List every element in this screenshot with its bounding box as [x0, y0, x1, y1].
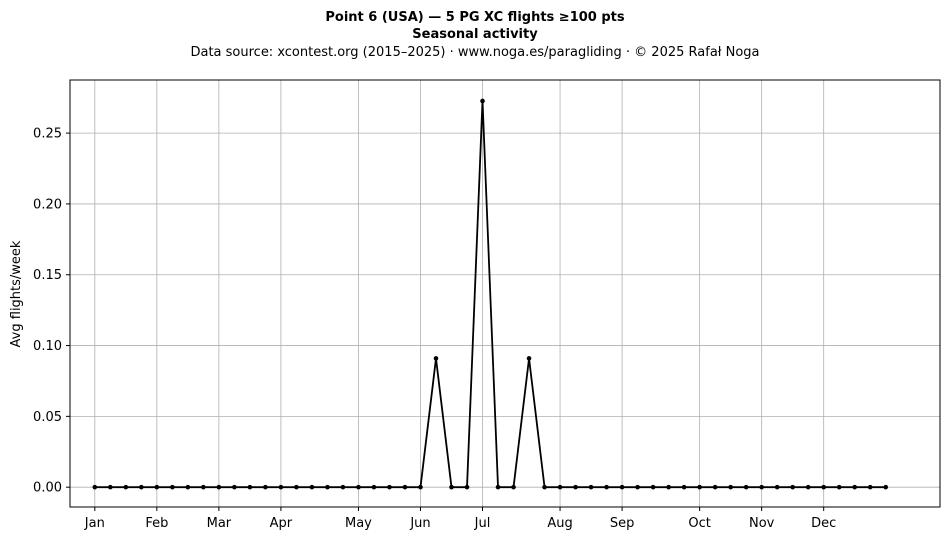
x-tick-label: Jul [474, 516, 491, 531]
x-tick-label: Jan [84, 516, 105, 531]
x-tick-label: Jun [409, 516, 430, 531]
data-point [681, 484, 687, 490]
x-tick-label: Feb [145, 516, 168, 531]
data-point [309, 484, 315, 490]
data-point [247, 484, 253, 490]
chart-title: Point 6 (USA) — 5 PG XC flights ≥100 pts [325, 10, 625, 25]
data-point [542, 484, 547, 490]
data-point [123, 484, 129, 490]
y-tick-label: 0.20 [33, 197, 62, 212]
x-tick-label: Mar [207, 516, 232, 531]
data-point [867, 484, 873, 490]
data-point [278, 484, 284, 490]
data-point [836, 484, 842, 490]
data-point [511, 484, 516, 490]
x-tick-label: Aug [547, 516, 572, 531]
data-point [387, 484, 392, 490]
x-tick-label: Nov [749, 516, 775, 531]
data-point [790, 484, 795, 490]
y-tick-label: 0.00 [33, 481, 62, 496]
data-point [340, 484, 346, 490]
series-line [94, 100, 886, 489]
data-point [480, 98, 485, 104]
data-point [325, 484, 330, 490]
data-point [728, 484, 733, 490]
data-point [495, 484, 501, 490]
data-point [108, 484, 113, 490]
plot-frame [69, 79, 941, 508]
data-point [170, 484, 175, 490]
data-point [139, 484, 144, 490]
chart-source-note: Data source: xcontest.org (2015–2025) · … [190, 45, 759, 60]
data-point [356, 484, 361, 490]
data-point [852, 484, 858, 490]
data-point [805, 484, 811, 490]
data-point [619, 484, 625, 490]
data-point [650, 484, 656, 490]
x-tick-label: Oct [688, 516, 710, 531]
data-point [821, 484, 826, 490]
x-tick-label: Sep [610, 516, 635, 531]
data-point [201, 484, 206, 490]
y-tick-label: 0.25 [33, 127, 62, 142]
data-point [526, 356, 532, 361]
data-point [402, 484, 408, 490]
data-point [154, 484, 160, 490]
data-point [418, 484, 423, 490]
data-point [759, 484, 764, 490]
data-point [294, 484, 299, 490]
data-point [449, 484, 454, 490]
data-point [743, 484, 749, 490]
y-axis-label: Avg flights/week [9, 240, 24, 347]
chart-subtitle: Seasonal activity [412, 27, 538, 42]
data-point [433, 356, 439, 361]
data-point [697, 484, 702, 490]
x-tick-label: May [345, 516, 372, 531]
axis-ticks: Jan Feb Mar Apr May Jun Jul Aug Sep Oct Nov Dec 0.00… [33, 127, 836, 531]
data-point [464, 484, 470, 490]
x-tick-label: Apr [270, 516, 293, 531]
data-point [263, 484, 268, 490]
y-tick-label: 0.10 [33, 339, 62, 354]
plot-marks [92, 98, 889, 490]
data-point [92, 484, 98, 490]
data-point [557, 484, 563, 490]
data-point [588, 484, 594, 490]
data-point [604, 484, 609, 490]
x-tick-label: Dec [811, 516, 836, 531]
data-point [635, 484, 640, 490]
y-tick-label: 0.05 [33, 410, 62, 425]
data-point [666, 484, 671, 490]
data-point [774, 484, 780, 490]
grid-lines [70, 80, 940, 507]
data-point [883, 484, 889, 490]
data-point [232, 484, 237, 490]
data-point [712, 484, 718, 490]
data-point [371, 484, 377, 490]
y-tick-label: 0.15 [33, 268, 62, 283]
data-point [216, 484, 222, 490]
data-point [185, 484, 191, 490]
data-point [573, 484, 578, 490]
